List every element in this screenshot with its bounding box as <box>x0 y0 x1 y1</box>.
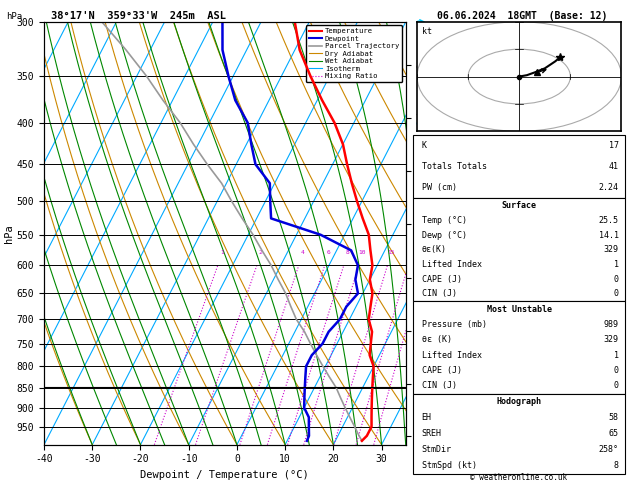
Text: 17: 17 <box>609 140 619 150</box>
Text: K: K <box>421 140 426 150</box>
Text: CAPE (J): CAPE (J) <box>421 366 462 375</box>
Text: PW (cm): PW (cm) <box>421 183 457 192</box>
Text: Lifted Index: Lifted Index <box>421 260 482 269</box>
Text: Dewp (°C): Dewp (°C) <box>421 230 467 240</box>
Y-axis label: hPa: hPa <box>4 224 14 243</box>
Text: 58: 58 <box>609 413 619 422</box>
Text: 2.24: 2.24 <box>599 183 619 192</box>
Text: 4: 4 <box>301 250 304 255</box>
Text: 10: 10 <box>359 250 366 255</box>
Text: 258°: 258° <box>599 445 619 454</box>
Text: SREH: SREH <box>421 429 442 438</box>
Text: 14.1: 14.1 <box>599 230 619 240</box>
Text: 2: 2 <box>259 250 262 255</box>
Text: Surface: Surface <box>502 201 537 210</box>
Text: 8: 8 <box>345 250 349 255</box>
Text: Most Unstable: Most Unstable <box>487 305 552 313</box>
Text: 989: 989 <box>604 320 619 329</box>
Text: 329: 329 <box>604 335 619 344</box>
Text: Pressure (mb): Pressure (mb) <box>421 320 487 329</box>
Text: 0: 0 <box>614 366 619 375</box>
Text: EH: EH <box>421 413 431 422</box>
Text: 329: 329 <box>604 245 619 254</box>
Text: 1: 1 <box>220 250 223 255</box>
Text: 1: 1 <box>614 351 619 360</box>
Text: 41: 41 <box>609 162 619 171</box>
Text: Lifted Index: Lifted Index <box>421 351 482 360</box>
Text: CAPE (J): CAPE (J) <box>421 275 462 284</box>
X-axis label: Dewpoint / Temperature (°C): Dewpoint / Temperature (°C) <box>140 470 309 480</box>
Text: 1: 1 <box>614 260 619 269</box>
Text: θε(K): θε(K) <box>421 245 447 254</box>
Text: 0: 0 <box>614 290 619 298</box>
Text: 38°17'N  359°33'W  245m  ASL: 38°17'N 359°33'W 245m ASL <box>51 11 226 21</box>
Text: Totals Totals: Totals Totals <box>421 162 487 171</box>
Text: 06.06.2024  18GMT  (Base: 12): 06.06.2024 18GMT (Base: 12) <box>437 11 607 21</box>
Text: 25.5: 25.5 <box>599 216 619 225</box>
Y-axis label: km
ASL: km ASL <box>423 226 442 241</box>
Text: 6: 6 <box>326 250 330 255</box>
Text: LCL: LCL <box>413 382 429 391</box>
Text: kt: kt <box>422 27 432 36</box>
Text: Temp (°C): Temp (°C) <box>421 216 467 225</box>
Text: 15: 15 <box>387 250 394 255</box>
Text: 0: 0 <box>614 275 619 284</box>
Text: Hodograph: Hodograph <box>497 397 542 406</box>
Text: CIN (J): CIN (J) <box>421 382 457 390</box>
Text: CIN (J): CIN (J) <box>421 290 457 298</box>
Text: θε (K): θε (K) <box>421 335 452 344</box>
Legend: Temperature, Dewpoint, Parcel Trajectory, Dry Adiabat, Wet Adiabat, Isotherm, Mi: Temperature, Dewpoint, Parcel Trajectory… <box>306 25 402 82</box>
Text: © weatheronline.co.uk: © weatheronline.co.uk <box>470 473 567 482</box>
Text: 0: 0 <box>614 382 619 390</box>
Text: 8: 8 <box>614 461 619 470</box>
Text: StmDir: StmDir <box>421 445 452 454</box>
Text: 65: 65 <box>609 429 619 438</box>
Text: StmSpd (kt): StmSpd (kt) <box>421 461 477 470</box>
Text: hPa: hPa <box>6 12 23 21</box>
